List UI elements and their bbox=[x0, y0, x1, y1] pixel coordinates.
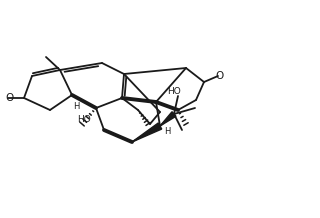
Polygon shape bbox=[160, 112, 176, 126]
Polygon shape bbox=[132, 123, 162, 142]
Text: H: H bbox=[164, 128, 170, 136]
Text: HO: HO bbox=[77, 116, 91, 124]
Text: O: O bbox=[216, 71, 224, 81]
Text: O: O bbox=[5, 93, 13, 103]
Text: H: H bbox=[73, 102, 79, 111]
Text: HO: HO bbox=[167, 87, 181, 97]
